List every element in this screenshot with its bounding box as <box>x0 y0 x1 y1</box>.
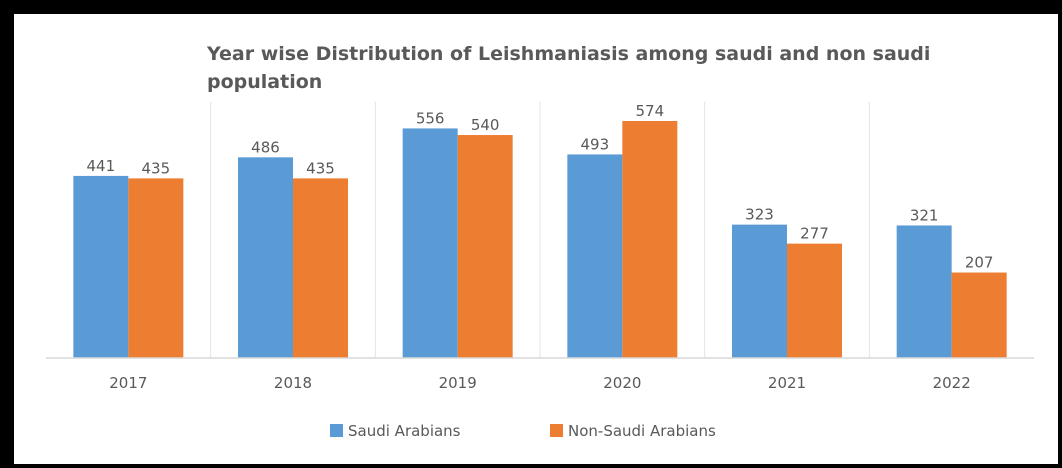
legend-swatch-saudi <box>330 424 343 437</box>
data-label-non-saudi-2017: 435 <box>142 159 171 177</box>
bar-non-saudi-2021 <box>787 243 842 358</box>
data-label-saudi-2018: 486 <box>251 138 280 156</box>
bar-saudi-2022 <box>896 225 952 358</box>
legend: Saudi Arabians Non-Saudi Arabians <box>330 422 716 440</box>
bars <box>73 120 1007 358</box>
x-tick-label-2020: 2020 <box>603 374 641 392</box>
bar-non-saudi-2019 <box>457 135 513 358</box>
bar-non-saudi-2017 <box>128 178 184 358</box>
chart-title-line-2: population <box>207 71 322 93</box>
bar-saudi-2021 <box>732 224 787 358</box>
x-tick-label-2021: 2021 <box>768 374 806 392</box>
bar-saudi-2018 <box>238 157 293 358</box>
legend-label-saudi: Saudi Arabians <box>348 422 461 440</box>
x-tick-label-2017: 2017 <box>109 374 147 392</box>
chart-title-line-1: Year wise Distribution of Leishmaniasis … <box>206 43 930 65</box>
bar-saudi-2017 <box>73 175 129 358</box>
bar-non-saudi-2020 <box>622 120 678 358</box>
data-label-saudi-2019: 556 <box>416 109 445 127</box>
data-label-saudi-2021: 323 <box>745 206 774 224</box>
data-label-non-saudi-2021: 277 <box>800 225 829 243</box>
data-label-non-saudi-2020: 574 <box>636 102 665 120</box>
category-separators <box>210 102 870 358</box>
data-label-non-saudi-2022: 207 <box>965 254 994 272</box>
chart-title: Year wise Distribution of Leishmaniasis … <box>206 43 930 93</box>
x-tick-label-2018: 2018 <box>274 374 312 392</box>
legend-swatch-non-saudi <box>550 424 563 437</box>
x-axis-tick-labels: 2017 2018 2019 2020 2021 2022 <box>109 374 971 392</box>
data-label-saudi-2022: 321 <box>910 206 939 224</box>
bar-saudi-2020 <box>567 154 623 358</box>
data-label-saudi-2020: 493 <box>581 135 610 153</box>
data-label-saudi-2017: 441 <box>87 157 116 175</box>
x-tick-label-2022: 2022 <box>933 374 971 392</box>
x-tick-label-2019: 2019 <box>439 374 477 392</box>
bar-saudi-2019 <box>402 128 458 358</box>
legend-label-non-saudi: Non-Saudi Arabians <box>568 422 716 440</box>
data-label-non-saudi-2019: 540 <box>471 116 500 134</box>
data-labels: 441 435 486 435 556 540 493 574 323 277 321 207 <box>87 102 994 272</box>
data-label-non-saudi-2018: 435 <box>306 159 335 177</box>
bar-non-saudi-2018 <box>293 178 348 358</box>
bar-non-saudi-2022 <box>951 272 1007 358</box>
